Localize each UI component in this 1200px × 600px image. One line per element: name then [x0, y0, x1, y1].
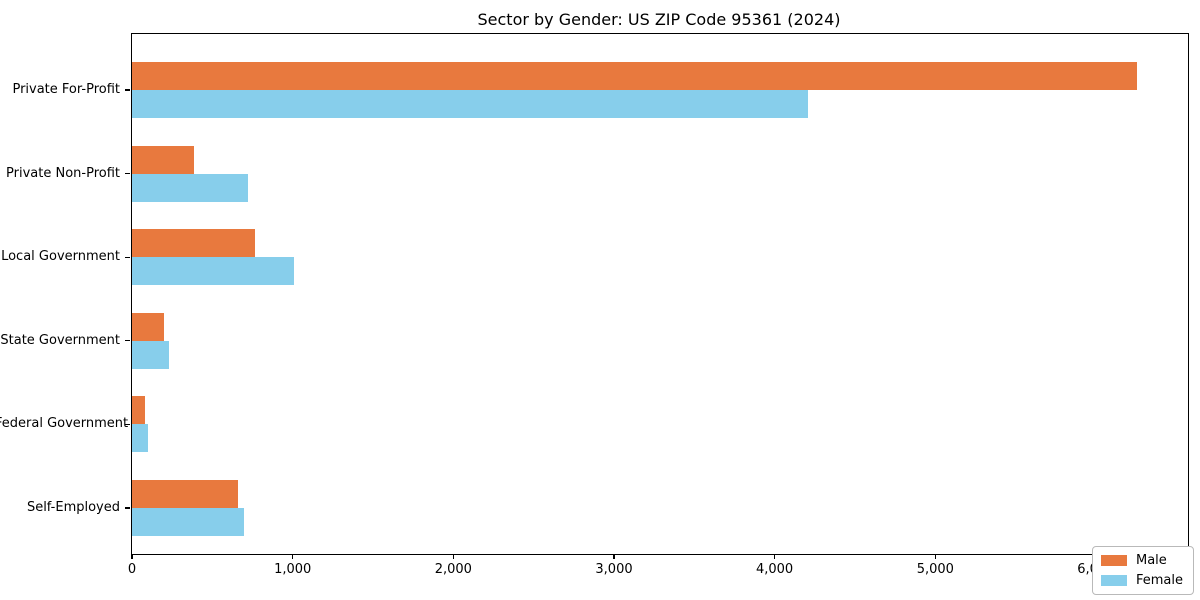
bar-male-4 — [132, 396, 145, 425]
y-tick-mark — [125, 89, 131, 91]
bar-male-2 — [132, 229, 255, 258]
x-tick-label: 4,000 — [755, 562, 794, 577]
legend-swatch-male — [1100, 555, 1127, 566]
x-tick-mark — [452, 554, 454, 559]
bar-female-2 — [132, 257, 295, 286]
x-tick-label: 3,000 — [595, 562, 633, 577]
y-category-label: State Government — [0, 332, 120, 348]
legend-swatch-female — [1100, 575, 1127, 586]
y-category-label: Private Non-Profit — [6, 165, 120, 181]
bar-male-0 — [132, 62, 1137, 90]
bar-female-1 — [132, 173, 248, 202]
legend-item-female: Female — [1100, 573, 1183, 588]
y-tick-mark — [125, 507, 131, 509]
y-tick-mark — [125, 423, 131, 426]
y-tick-mark — [125, 256, 131, 258]
chart-title: Sector by Gender: US ZIP Code 95361 (202… — [477, 10, 841, 29]
bar-male-3 — [132, 312, 165, 341]
x-tick-label: 2,000 — [434, 562, 472, 577]
y-category-label: Federal Government — [0, 416, 129, 432]
bar-female-5 — [132, 508, 244, 536]
y-tick-mark — [125, 340, 131, 342]
x-tick-mark — [613, 554, 615, 559]
bar-female-0 — [132, 90, 808, 118]
x-tick-label: 0 — [127, 562, 137, 577]
legend-label-male: Male — [1135, 553, 1167, 568]
y-category-label: Self-Employed — [26, 500, 120, 515]
y-category-label: Local Government — [1, 249, 120, 265]
x-tick-mark — [773, 554, 776, 559]
bar-female-3 — [132, 340, 169, 369]
x-tick-mark — [131, 554, 133, 559]
legend-item-male: Male — [1100, 553, 1183, 568]
bar-male-5 — [132, 480, 238, 508]
legend: Male Female — [1091, 546, 1194, 595]
y-category-label: Private For-Profit — [12, 82, 120, 97]
x-tick-mark — [934, 554, 936, 559]
legend-label-female: Female — [1135, 573, 1183, 588]
x-tick-label: 5,000 — [916, 562, 954, 577]
x-tick-label: 1,000 — [274, 562, 312, 577]
bar-male-1 — [132, 145, 194, 174]
bar-female-4 — [132, 424, 149, 453]
x-tick-mark — [292, 554, 294, 559]
y-tick-mark — [125, 172, 131, 175]
